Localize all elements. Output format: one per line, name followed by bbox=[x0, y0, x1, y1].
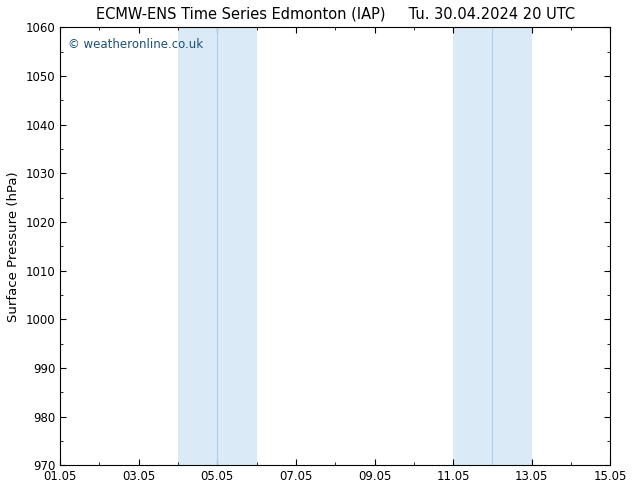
Bar bbox=[453, 27, 493, 465]
Bar bbox=[493, 27, 532, 465]
Title: ECMW-ENS Time Series Edmonton (IAP)     Tu. 30.04.2024 20 UTC: ECMW-ENS Time Series Edmonton (IAP) Tu. … bbox=[96, 7, 575, 22]
Bar bbox=[217, 27, 257, 465]
Bar bbox=[178, 27, 217, 465]
Text: © weatheronline.co.uk: © weatheronline.co.uk bbox=[68, 38, 204, 51]
Y-axis label: Surface Pressure (hPa): Surface Pressure (hPa) bbox=[7, 171, 20, 321]
